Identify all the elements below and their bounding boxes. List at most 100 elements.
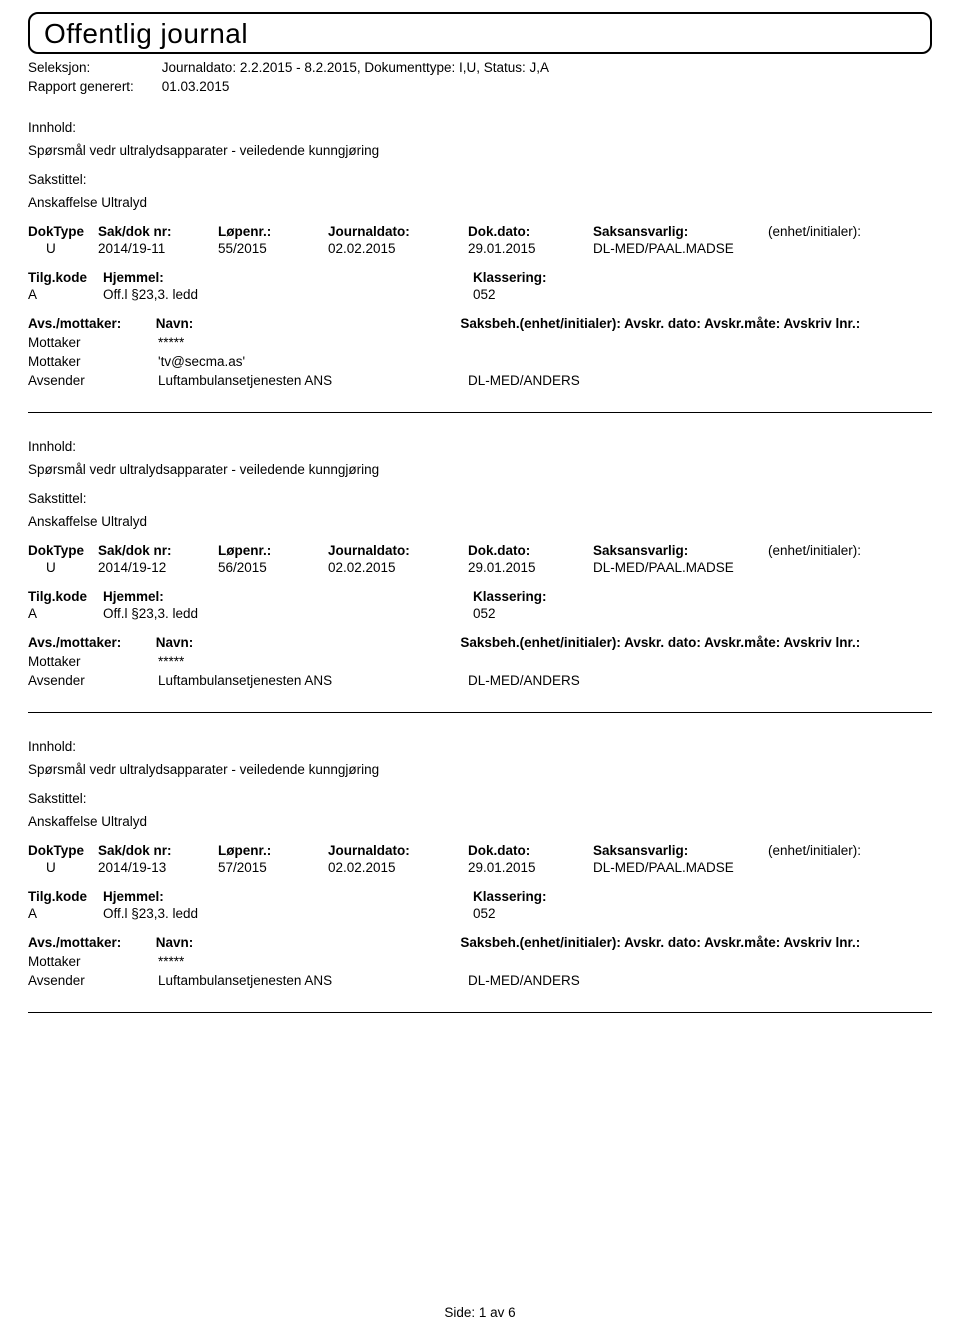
seleksjon-value: Journaldato: 2.2.2015 - 8.2.2015, Dokume… [162, 60, 549, 75]
innhold-label: Innhold: [28, 120, 932, 135]
party-name: ***** [158, 954, 468, 969]
val-saksansvarlig: DL-MED/PAAL.MADSE [593, 560, 768, 575]
sakstittel-label: Sakstittel: [28, 791, 932, 806]
val-hjemmel: Off.l §23,3. ledd [103, 287, 473, 302]
entry-separator [28, 1012, 932, 1013]
hdr-journaldato: Journaldato: [328, 843, 468, 858]
innhold-label: Innhold: [28, 439, 932, 454]
party-role: Mottaker [28, 954, 158, 969]
val-klassering: 052 [473, 287, 673, 302]
party-name: 'tv@secma.as' [158, 354, 468, 369]
val-sakdok: 2014/19-11 [98, 241, 218, 256]
hdr-sakdok: Sak/dok nr: [98, 543, 218, 558]
party-extra: DL-MED/ANDERS [468, 673, 668, 688]
party-row: Mottaker ***** [28, 654, 932, 669]
val-saksansvarlig: DL-MED/PAAL.MADSE [593, 241, 768, 256]
entry-separator [28, 712, 932, 713]
sakstittel-label: Sakstittel: [28, 172, 932, 187]
val-hjemmel: Off.l §23,3. ledd [103, 606, 473, 621]
hdr-dokdato: Dok.dato: [468, 224, 593, 239]
page-footer: Side: 1 av 6 [0, 1305, 960, 1320]
party-name: ***** [158, 654, 468, 669]
party-row: Avsender Luftambulansetjenesten ANS DL-M… [28, 673, 932, 688]
party-name: ***** [158, 335, 468, 350]
hdr-tilgkode: Tilg.kode [28, 589, 103, 604]
party-extra [468, 335, 668, 350]
hdr-saksbeh-line: Saksbeh.(enhet/initialer): Avskr. dato: … [460, 316, 932, 331]
tilg-values: A Off.l §23,3. ledd 052 [28, 287, 932, 302]
hdr-avs-mottaker: Avs./mottaker: [28, 935, 156, 950]
innhold-text: Spørsmål vedr ultralydsapparater - veile… [28, 143, 932, 158]
val-tilgkode: A [28, 906, 103, 921]
party-extra [468, 954, 668, 969]
val-journaldato: 02.02.2015 [328, 860, 468, 875]
dokrow-header: DokType Sak/dok nr: Løpenr.: Journaldato… [28, 843, 932, 858]
journal-entry: Innhold: Spørsmål vedr ultralydsapparate… [28, 439, 932, 713]
val-lopenr: 57/2015 [218, 860, 328, 875]
sakstittel-text: Anskaffelse Ultralyd [28, 514, 932, 529]
val-hjemmel: Off.l §23,3. ledd [103, 906, 473, 921]
innhold-text: Spørsmål vedr ultralydsapparater - veile… [28, 762, 932, 777]
val-doktype: U [28, 560, 98, 575]
title-box: Offentlig journal [28, 12, 932, 54]
hdr-dokdato: Dok.dato: [468, 543, 593, 558]
party-row: Mottaker 'tv@secma.as' [28, 354, 932, 369]
dokrow-header: DokType Sak/dok nr: Løpenr.: Journaldato… [28, 224, 932, 239]
hdr-enhet: (enhet/initialer): [768, 843, 908, 858]
avs-header: Avs./mottaker: Navn: Saksbeh.(enhet/init… [28, 316, 932, 331]
hdr-tilgkode: Tilg.kode [28, 270, 103, 285]
dokrow-header: DokType Sak/dok nr: Løpenr.: Journaldato… [28, 543, 932, 558]
hdr-klassering: Klassering: [473, 889, 673, 904]
party-role: Mottaker [28, 335, 158, 350]
hdr-enhet: (enhet/initialer): [768, 543, 908, 558]
innhold-text: Spørsmål vedr ultralydsapparater - veile… [28, 462, 932, 477]
sakstittel-text: Anskaffelse Ultralyd [28, 814, 932, 829]
hdr-lopenr: Løpenr.: [218, 224, 328, 239]
val-dokdato: 29.01.2015 [468, 241, 593, 256]
party-row: Mottaker ***** [28, 335, 932, 350]
tilg-values: A Off.l §23,3. ledd 052 [28, 606, 932, 621]
sakstittel-label: Sakstittel: [28, 491, 932, 506]
party-extra: DL-MED/ANDERS [468, 973, 668, 988]
val-lopenr: 56/2015 [218, 560, 328, 575]
val-dokdato: 29.01.2015 [468, 860, 593, 875]
party-role: Avsender [28, 973, 158, 988]
hdr-doktype: DokType [28, 543, 98, 558]
party-role: Mottaker [28, 654, 158, 669]
hdr-hjemmel: Hjemmel: [103, 270, 473, 285]
hdr-tilgkode: Tilg.kode [28, 889, 103, 904]
val-klassering: 052 [473, 606, 673, 621]
val-sakdok: 2014/19-13 [98, 860, 218, 875]
party-row: Avsender Luftambulansetjenesten ANS DL-M… [28, 973, 932, 988]
hdr-sakdok: Sak/dok nr: [98, 224, 218, 239]
hdr-hjemmel: Hjemmel: [103, 589, 473, 604]
val-tilgkode: A [28, 287, 103, 302]
hdr-doktype: DokType [28, 224, 98, 239]
hdr-navn: Navn: [156, 316, 461, 331]
val-journaldato: 02.02.2015 [328, 241, 468, 256]
val-tilgkode: A [28, 606, 103, 621]
hdr-saksansvarlig: Saksansvarlig: [593, 224, 768, 239]
footer-side-label: Side: [444, 1305, 475, 1320]
hdr-navn: Navn: [156, 635, 461, 650]
tilg-header: Tilg.kode Hjemmel: Klassering: [28, 270, 932, 285]
party-row: Mottaker ***** [28, 954, 932, 969]
seleksjon-row: Seleksjon: Journaldato: 2.2.2015 - 8.2.2… [28, 60, 932, 75]
val-doktype: U [28, 241, 98, 256]
party-row: Avsender Luftambulansetjenesten ANS DL-M… [28, 373, 932, 388]
val-saksansvarlig: DL-MED/PAAL.MADSE [593, 860, 768, 875]
page: Offentlig journal Seleksjon: Journaldato… [0, 0, 960, 1013]
party-extra [468, 354, 668, 369]
val-klassering: 052 [473, 906, 673, 921]
val-dokdato: 29.01.2015 [468, 560, 593, 575]
hdr-journaldato: Journaldato: [328, 543, 468, 558]
innhold-label: Innhold: [28, 739, 932, 754]
hdr-enhet: (enhet/initialer): [768, 224, 908, 239]
sakstittel-text: Anskaffelse Ultralyd [28, 195, 932, 210]
footer-page-total: 6 [508, 1305, 516, 1320]
party-name: Luftambulansetjenesten ANS [158, 973, 468, 988]
avs-header: Avs./mottaker: Navn: Saksbeh.(enhet/init… [28, 935, 932, 950]
val-lopenr: 55/2015 [218, 241, 328, 256]
footer-page-current: 1 [479, 1305, 487, 1320]
dokrow-values: U 2014/19-13 57/2015 02.02.2015 29.01.20… [28, 860, 932, 875]
